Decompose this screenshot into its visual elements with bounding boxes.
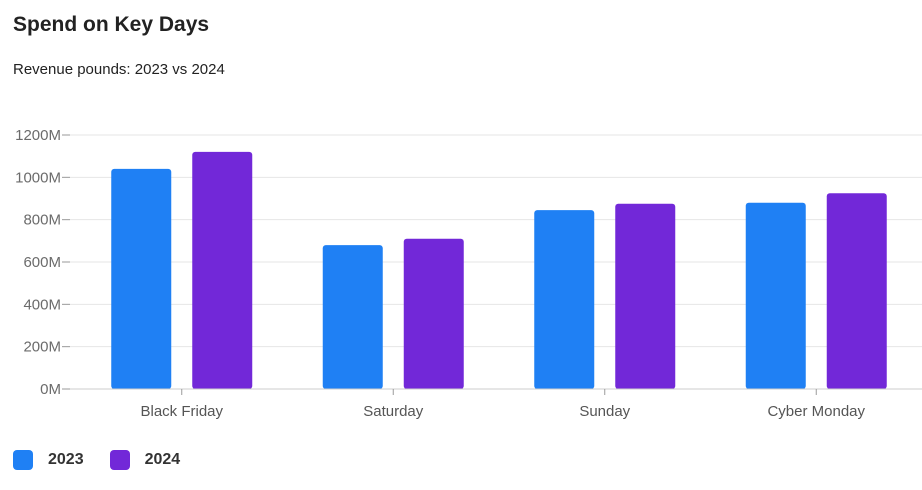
x-tick-label: Cyber Monday xyxy=(767,403,865,420)
bar-2024-cyber-monday[interactable] xyxy=(826,193,887,389)
chart-title: Spend on Key Days xyxy=(13,13,210,36)
y-tick-label: 1000M xyxy=(15,169,61,186)
legend-item-2023[interactable]: 2023 xyxy=(13,450,84,470)
legend-label-2024: 2024 xyxy=(144,451,181,468)
legend: 2023 2024 xyxy=(13,450,206,470)
chart-subtitle: Revenue pounds: 2023 vs 2024 xyxy=(13,61,225,78)
bar-2024-saturday[interactable] xyxy=(403,238,464,389)
legend-item-2024[interactable]: 2024 xyxy=(109,450,181,470)
bar-2024-black-friday[interactable] xyxy=(192,151,253,389)
y-tick-label: 1200M xyxy=(15,127,61,144)
y-tick-label: 800M xyxy=(23,212,61,229)
y-tick-label: 200M xyxy=(23,339,61,356)
bar-2024-sunday[interactable] xyxy=(615,203,676,389)
x-axis: Black Friday Saturday Sunday Cyber Monday xyxy=(70,388,922,420)
legend-label-2023: 2023 xyxy=(48,451,84,468)
x-tick-label: Saturday xyxy=(363,403,424,420)
bars xyxy=(111,151,887,389)
bar-2023-cyber-monday[interactable] xyxy=(745,202,806,389)
bar-2023-sunday[interactable] xyxy=(534,210,595,389)
y-tick-label: 600M xyxy=(23,254,61,271)
y-tick-label: 0M xyxy=(40,381,61,398)
x-tick-label: Black Friday xyxy=(140,403,223,420)
bar-2023-saturday[interactable] xyxy=(322,245,383,389)
bar-2023-black-friday[interactable] xyxy=(111,168,172,389)
legend-swatch-2024 xyxy=(109,450,130,470)
x-tick-label: Sunday xyxy=(579,403,630,420)
y-axis: 0M 200M 400M 600M 800M 1000M 1200M xyxy=(15,127,70,398)
legend-swatch-2023 xyxy=(13,450,33,470)
y-tick-label: 400M xyxy=(23,296,61,313)
bar-chart: 0M 200M 400M 600M 800M 1000M 1200M Black Frida… xyxy=(15,127,922,420)
